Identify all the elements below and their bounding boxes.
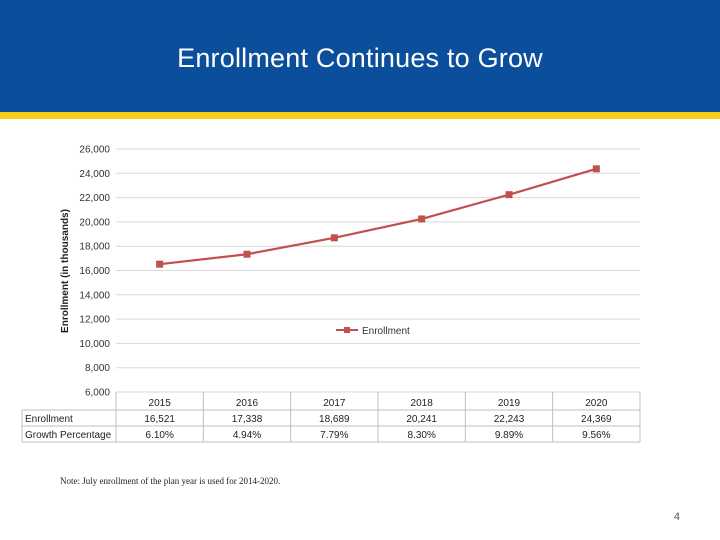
y-axis-ticks: 6,000 8,000 10,000 12,000 14,000 16,000 18,000… bbox=[79, 145, 110, 399]
x-category-label: 2015 bbox=[149, 398, 172, 409]
data-point bbox=[418, 215, 426, 223]
y-tick-label: 22,000 bbox=[79, 193, 110, 204]
slide-header: Enrollment Continues to Grow bbox=[0, 0, 720, 112]
footnote: Note: July enrollment of the plan year i… bbox=[60, 476, 281, 486]
slide-title: Enrollment Continues to Grow bbox=[177, 42, 543, 73]
table-cell: 6.10% bbox=[145, 430, 173, 441]
x-category-label: 2017 bbox=[323, 398, 346, 409]
table-cell: 17,338 bbox=[232, 414, 263, 425]
series-enrollment bbox=[156, 165, 600, 268]
y-tick-label: 8,000 bbox=[85, 363, 110, 374]
y-axis-label: Enrollment (in thousands) bbox=[60, 209, 71, 333]
page-number: 4 bbox=[673, 511, 680, 523]
y-tick-label: 24,000 bbox=[79, 169, 110, 180]
y-tick-label: 14,000 bbox=[79, 290, 110, 301]
x-category-label: 2016 bbox=[236, 398, 259, 409]
data-point bbox=[505, 191, 513, 199]
table-cell: 22,243 bbox=[494, 414, 525, 425]
legend: Enrollment bbox=[336, 326, 410, 337]
table-row-label: Growth Percentage bbox=[25, 430, 112, 441]
enrollment-chart: 6,000 8,000 10,000 12,000 14,000 16,000 18,000… bbox=[21, 145, 641, 443]
table-row-label: Enrollment bbox=[25, 414, 73, 425]
table-cell: 9.89% bbox=[495, 430, 523, 441]
legend-label: Enrollment bbox=[362, 326, 410, 337]
y-tick-label: 6,000 bbox=[85, 388, 110, 399]
table-cell: 18,689 bbox=[319, 414, 350, 425]
header-accent-stripe bbox=[0, 112, 720, 119]
legend-marker-swatch bbox=[344, 327, 350, 333]
x-category-label: 2018 bbox=[411, 398, 434, 409]
y-tick-label: 26,000 bbox=[79, 145, 110, 156]
data-point bbox=[592, 165, 600, 173]
x-category-label: 2019 bbox=[498, 398, 521, 409]
table-cell: 16,521 bbox=[144, 414, 175, 425]
y-tick-label: 18,000 bbox=[79, 242, 110, 253]
table-cell: 20,241 bbox=[406, 414, 437, 425]
x-category-label: 2020 bbox=[585, 398, 608, 409]
data-point bbox=[156, 260, 164, 268]
table-cell: 4.94% bbox=[233, 430, 261, 441]
data-point bbox=[243, 250, 251, 258]
y-tick-label: 16,000 bbox=[79, 266, 110, 277]
y-tick-label: 12,000 bbox=[79, 315, 110, 326]
table-cell: 24,369 bbox=[581, 414, 612, 425]
data-point bbox=[330, 234, 338, 242]
series-line bbox=[159, 167, 597, 266]
table-cell: 8.30% bbox=[407, 430, 435, 441]
data-table: 2015 2016 2017 2018 2019 2020 Enrollment 16,521… bbox=[21, 392, 641, 443]
y-tick-label: 10,000 bbox=[79, 339, 110, 350]
table-cell: 9.56% bbox=[582, 430, 610, 441]
gridlines bbox=[116, 148, 640, 393]
table-cell: 7.79% bbox=[320, 430, 348, 441]
y-tick-label: 20,000 bbox=[79, 217, 110, 228]
